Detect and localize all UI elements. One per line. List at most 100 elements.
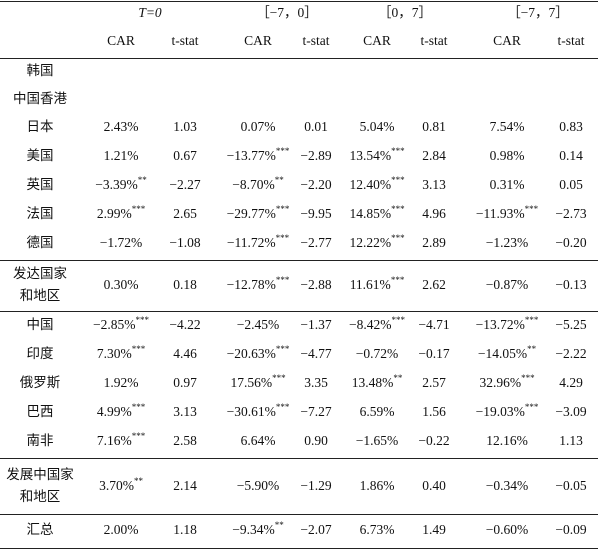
cell: −0.87%: [486, 277, 528, 292]
cell: 3.13: [173, 404, 197, 419]
cell: 6.59%: [360, 404, 395, 419]
cell: −5.25: [555, 317, 586, 332]
cell: 0.40: [422, 478, 446, 493]
cell: 2.84: [422, 148, 446, 163]
cell: −2.07: [300, 522, 331, 537]
cell: 2.89: [422, 235, 446, 250]
cell: 4.29: [559, 375, 583, 390]
cell: −3.09: [555, 404, 586, 419]
significance: **: [527, 344, 537, 354]
row-label: 印度: [27, 346, 54, 361]
significance: ***: [521, 373, 535, 383]
cell: 2.58: [173, 433, 197, 448]
cell: −19.03%***: [476, 402, 539, 419]
significance: ***: [391, 146, 405, 156]
significance: **: [134, 476, 144, 486]
cell-value: 12.22%: [349, 235, 391, 250]
cell: 0.67: [173, 148, 197, 163]
row-label: 日本: [27, 119, 54, 134]
row-label: 巴西: [27, 404, 54, 419]
cell-value: −14.05%: [478, 346, 527, 361]
cell-value: 17.56%: [230, 375, 272, 390]
group-header: T=0: [138, 5, 162, 20]
cell-value: −11.93%: [476, 206, 525, 221]
cell-value: −19.03%: [476, 404, 525, 419]
cell: −13.77%***: [227, 146, 290, 163]
cell-value: −30.61%: [227, 404, 276, 419]
cell: 1.18: [173, 522, 197, 537]
cell: 5.04%: [360, 119, 395, 134]
cell: 1.13: [559, 433, 583, 448]
cell: −2.85%***: [93, 315, 149, 332]
cell: −4.22: [169, 317, 200, 332]
cell: −30.61%***: [227, 402, 290, 419]
column-header: CAR: [107, 33, 135, 48]
cell: 7.30%***: [97, 344, 146, 361]
cell-value: 3.70%: [99, 478, 134, 493]
cell-value: −3.39%: [95, 177, 137, 192]
cell: 1.92%: [104, 375, 139, 390]
cell: 17.56%***: [230, 373, 286, 390]
column-header: t-stat: [303, 33, 330, 48]
cell: −20.63%***: [227, 344, 290, 361]
significance: ***: [525, 204, 539, 214]
cell: −4.77: [300, 346, 331, 361]
cell: 2.62: [422, 277, 446, 292]
cell-value: 4.99%: [97, 404, 132, 419]
cell: 2.65: [173, 206, 197, 221]
significance: ***: [276, 146, 290, 156]
cell: −2.77: [300, 235, 331, 250]
cell: 0.97: [173, 375, 197, 390]
cell: 12.16%: [486, 433, 528, 448]
row-label: 中国香港: [13, 91, 67, 106]
cell: 0.31%: [490, 177, 525, 192]
cell: 13.48%**: [352, 373, 403, 390]
cell-value: −20.63%: [227, 346, 276, 361]
cell: 0.05: [559, 177, 583, 192]
cell: 0.98%: [490, 148, 525, 163]
row-label: 和地区: [20, 489, 61, 504]
row-label: 法国: [27, 206, 54, 221]
cell: −5.90%: [237, 478, 279, 493]
significance: ***: [391, 175, 405, 185]
cell: −1.65%: [356, 433, 398, 448]
cell: 1.03: [173, 119, 197, 134]
cell-value: −11.72%: [227, 235, 276, 250]
cell-value: −9.34%: [232, 522, 274, 537]
cell: −2.89: [300, 148, 331, 163]
cell: −2.27: [169, 177, 200, 192]
cell-value: −8.42%: [349, 317, 391, 332]
cell: 1.86%: [360, 478, 395, 493]
significance: ***: [276, 344, 290, 354]
cell: 2.14: [173, 478, 197, 493]
row-label: 英国: [27, 176, 54, 192]
cell: −13.72%***: [476, 315, 539, 332]
cell: 12.22%***: [349, 233, 405, 250]
significance: ***: [135, 315, 149, 325]
cell: 3.70%**: [99, 476, 143, 493]
cell: −8.42%***: [349, 315, 405, 332]
group-header: ［−7，0］: [256, 5, 318, 20]
cell: 0.14: [559, 148, 583, 163]
cell: −14.05%**: [478, 344, 537, 361]
row-label: 德国: [27, 235, 54, 250]
row-label: 和地区: [20, 288, 61, 303]
cell: 0.30%: [104, 277, 139, 292]
cell: −2.20: [300, 177, 331, 192]
significance: ***: [276, 402, 290, 412]
cell: 2.43%: [104, 119, 139, 134]
cell: 32.96%***: [479, 373, 535, 390]
cell-value: −13.72%: [476, 317, 525, 332]
cell-value: −12.78%: [227, 277, 276, 292]
cell-value: 13.48%: [352, 375, 394, 390]
cell-value: 13.54%: [349, 148, 391, 163]
cell: 0.90: [304, 433, 328, 448]
cell: 0.07%: [241, 119, 276, 134]
cell-value: −2.85%: [93, 317, 135, 332]
row-label: 发达国家: [13, 265, 67, 281]
cell: −0.22: [418, 433, 449, 448]
significance: ***: [391, 233, 405, 243]
cell: 11.61%***: [350, 275, 405, 292]
cell: 4.96: [422, 206, 446, 221]
cell: 7.16%***: [97, 431, 146, 448]
